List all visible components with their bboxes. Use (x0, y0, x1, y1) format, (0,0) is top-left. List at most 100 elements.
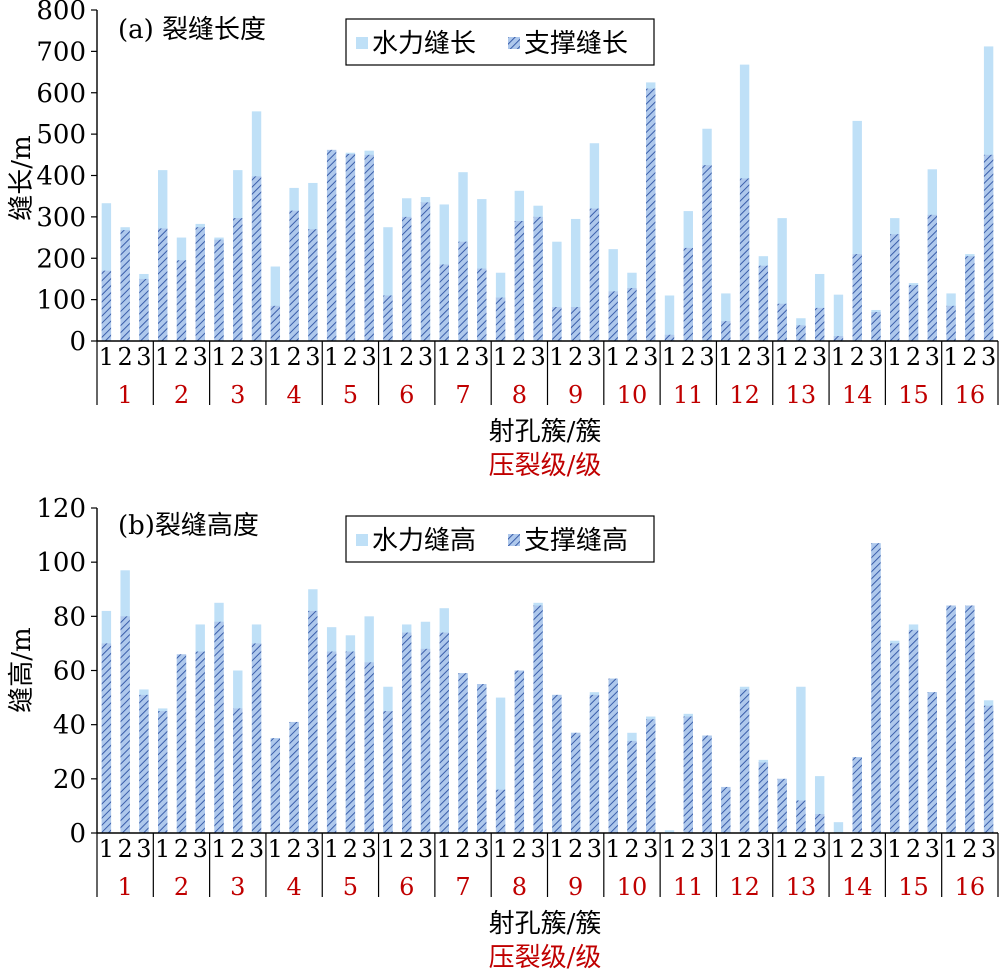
bar-propped (233, 218, 243, 341)
stage-label: 13 (786, 873, 817, 901)
cluster-label: 3 (418, 835, 433, 863)
cluster-label: 1 (718, 835, 733, 863)
stage-label: 10 (617, 873, 648, 901)
legend-label-propped: 支撑缝高 (524, 526, 628, 556)
legend-label-propped: 支撑缝长 (524, 29, 628, 59)
stage-label: 15 (898, 873, 929, 901)
bar-propped (683, 247, 693, 341)
cluster-label: 1 (774, 835, 789, 863)
cluster-label: 3 (868, 343, 883, 371)
cluster-label: 2 (906, 343, 921, 371)
bar-propped (570, 307, 581, 341)
cluster-label: 2 (512, 835, 527, 863)
stage-label: 5 (343, 873, 358, 901)
bar-propped (120, 616, 130, 833)
cluster-label: 2 (174, 343, 189, 371)
legend-swatch-hydraulic (356, 37, 368, 49)
bar-propped (514, 221, 525, 341)
stage-label: 14 (842, 381, 873, 409)
bar-propped (439, 264, 449, 341)
y-tick-label: 0 (69, 819, 86, 849)
stage-label: 16 (955, 873, 986, 901)
y-tick-label: 100 (36, 548, 86, 578)
y-tick-label: 120 (36, 494, 86, 524)
y-tick-label: 20 (53, 765, 86, 795)
bar-propped (383, 295, 393, 341)
cluster-label: 2 (568, 343, 583, 371)
cluster-label: 1 (437, 835, 452, 863)
cluster-label: 1 (380, 343, 395, 371)
cluster-label: 3 (474, 835, 489, 863)
y-tick-label: 100 (36, 286, 86, 316)
legend: 水力缝长 支撑缝长 (345, 18, 655, 66)
cluster-label: 3 (643, 343, 658, 371)
cluster-label: 3 (699, 343, 714, 371)
cluster-label: 1 (268, 343, 283, 371)
y-tick-label: 60 (53, 657, 86, 687)
cluster-label: 3 (981, 835, 996, 863)
stage-label: 2 (174, 873, 189, 901)
cluster-label: 1 (831, 835, 846, 863)
bar-propped (890, 643, 900, 833)
cluster-label: 2 (962, 343, 977, 371)
stage-label: 9 (568, 381, 583, 409)
x-axis-label: 射孔簇/簇 (489, 417, 602, 447)
cluster-label: 3 (981, 343, 996, 371)
bar-propped (927, 692, 937, 833)
cluster-label: 1 (268, 835, 283, 863)
bar-propped (308, 229, 318, 341)
y-tick-label: 200 (36, 244, 86, 274)
bar-propped (890, 234, 900, 341)
stage-label: 12 (729, 873, 760, 901)
bar-propped (364, 662, 374, 833)
bar-propped (101, 643, 112, 833)
cluster-label: 2 (850, 835, 865, 863)
bar-propped (270, 738, 281, 833)
legend-swatch-hydraulic (356, 534, 368, 546)
bar-propped (608, 678, 618, 833)
cluster-label: 2 (343, 343, 358, 371)
stage-label: 11 (673, 381, 704, 409)
bar-propped (702, 735, 712, 833)
bar-hydraulic (270, 266, 281, 341)
cluster-label: 2 (737, 343, 752, 371)
bar-propped (739, 689, 750, 833)
cluster-label: 1 (549, 835, 564, 863)
bar-propped (195, 651, 205, 833)
cluster-label: 2 (793, 343, 808, 371)
bar-propped (158, 711, 168, 833)
bar-propped (702, 165, 712, 341)
bar-propped (495, 789, 506, 833)
cluster-label: 1 (831, 343, 846, 371)
cluster-label: 3 (305, 343, 320, 371)
cluster-label: 2 (399, 343, 414, 371)
stage-label: 9 (568, 873, 583, 901)
bar-propped (120, 230, 130, 341)
bar-propped (552, 694, 562, 833)
cluster-label: 3 (643, 835, 658, 863)
bar-propped (777, 778, 787, 833)
chart-title: (b)裂缝高度 (118, 511, 259, 541)
stage-label: 1 (118, 873, 133, 901)
bar-propped (946, 305, 956, 341)
bar-propped (383, 711, 393, 833)
cluster-label: 3 (249, 343, 264, 371)
bar-propped (627, 740, 637, 833)
y-tick-label: 500 (36, 120, 86, 150)
stage-label: 2 (174, 381, 189, 409)
cluster-label: 3 (418, 343, 433, 371)
cluster-label: 1 (99, 343, 114, 371)
bar-propped (608, 291, 618, 341)
y-tick-label: 0 (69, 327, 86, 357)
fracture-height-bars (101, 543, 994, 833)
cluster-label: 2 (174, 835, 189, 863)
cluster-label: 3 (474, 343, 489, 371)
cluster-label: 1 (718, 343, 733, 371)
bar-propped (214, 239, 224, 341)
cluster-label: 1 (662, 835, 677, 863)
cluster-label: 3 (136, 343, 151, 371)
stage-label: 13 (786, 381, 817, 409)
cluster-label: 1 (324, 835, 339, 863)
